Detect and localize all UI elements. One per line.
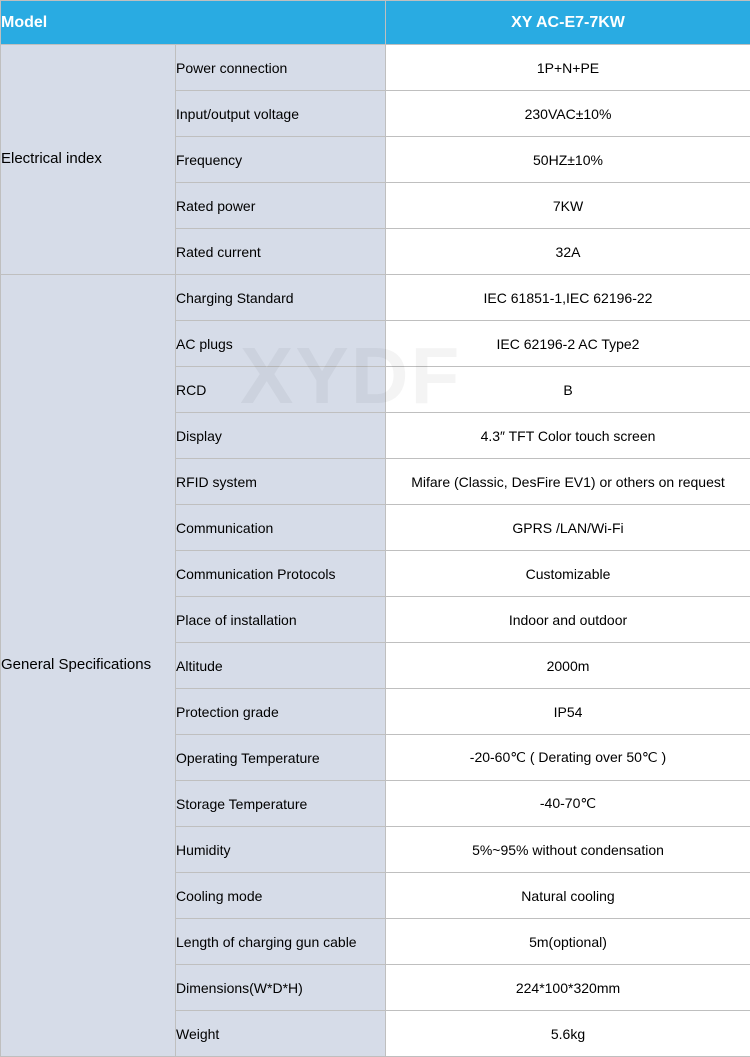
spec-label: Rated current: [176, 229, 386, 275]
spec-label: Cooling mode: [176, 873, 386, 919]
spec-value: Natural cooling: [386, 873, 750, 919]
spec-value: 224*100*320mm: [386, 965, 750, 1011]
spec-label: Operating Temperature: [176, 735, 386, 781]
spec-label: Communication: [176, 505, 386, 551]
spec-value: 1P+N+PE: [386, 45, 750, 91]
spec-label: Storage Temperature: [176, 781, 386, 827]
spec-label: Frequency: [176, 137, 386, 183]
spec-label: Input/output voltage: [176, 91, 386, 137]
header-model-value: XY AC-E7-7KW: [386, 1, 750, 45]
spec-label: AC plugs: [176, 321, 386, 367]
spec-value: Indoor and outdoor: [386, 597, 750, 643]
spec-label: Power connection: [176, 45, 386, 91]
spec-table: ModelXY AC-E7-7KW Electrical indexPower c…: [0, 0, 750, 1057]
spec-value: B: [386, 367, 750, 413]
spec-label: Rated power: [176, 183, 386, 229]
spec-value: 5%~95% without condensation: [386, 827, 750, 873]
group-label: Electrical index: [1, 45, 176, 275]
spec-value: 2000m: [386, 643, 750, 689]
spec-label: Protection grade: [176, 689, 386, 735]
spec-label: Communication Protocols: [176, 551, 386, 597]
spec-label: Dimensions(W*D*H): [176, 965, 386, 1011]
spec-value: 7KW: [386, 183, 750, 229]
spec-value: 4.3″ TFT Color touch screen: [386, 413, 750, 459]
spec-value: 32A: [386, 229, 750, 275]
spec-label: Place of installation: [176, 597, 386, 643]
header-model-label: Model: [1, 1, 386, 45]
spec-label: Humidity: [176, 827, 386, 873]
spec-label: RCD: [176, 367, 386, 413]
spec-value: IEC 62196-2 AC Type2: [386, 321, 750, 367]
spec-value: 230VAC±10%: [386, 91, 750, 137]
spec-label: Weight: [176, 1011, 386, 1057]
spec-label: Altitude: [176, 643, 386, 689]
spec-value: Customizable: [386, 551, 750, 597]
spec-value: 5.6kg: [386, 1011, 750, 1057]
spec-label: Length of charging gun cable: [176, 919, 386, 965]
spec-value: IP54: [386, 689, 750, 735]
group-label: General Specifications: [1, 275, 176, 1057]
spec-value: -20-60℃ ( Derating over 50℃ ): [386, 735, 750, 781]
spec-value: 50HZ±10%: [386, 137, 750, 183]
spec-value: IEC 61851-1,IEC 62196-22: [386, 275, 750, 321]
spec-label: Display: [176, 413, 386, 459]
spec-value: 5m(optional): [386, 919, 750, 965]
spec-label: RFID system: [176, 459, 386, 505]
spec-value: Mifare (Classic, DesFire EV1) or others …: [386, 459, 750, 505]
spec-label: Charging Standard: [176, 275, 386, 321]
spec-value: GPRS /LAN/Wi-Fi: [386, 505, 750, 551]
spec-value: -40-70℃: [386, 781, 750, 827]
